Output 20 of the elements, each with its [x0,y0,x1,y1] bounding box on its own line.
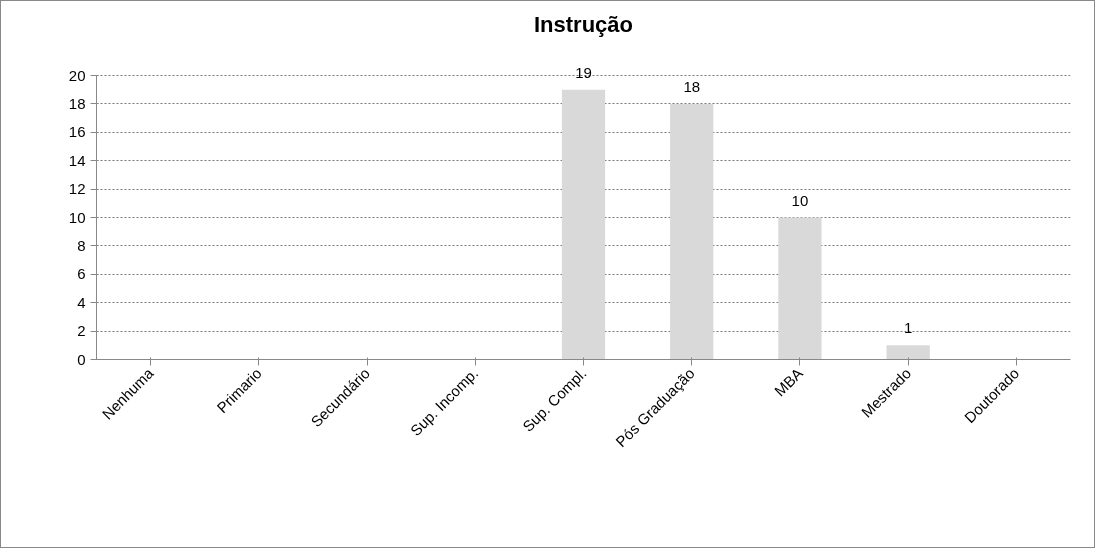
bar [886,345,930,360]
y-tick-label: 14 [68,151,86,169]
data-label: 18 [683,77,701,95]
y-tick-label: 0 [77,350,86,368]
data-label: 19 [575,63,592,81]
data-label: 1 [904,319,913,337]
y-tick-label: 8 [77,236,86,254]
y-tick-label: 10 [68,208,86,226]
chart-title: Instrução [533,11,634,37]
bar [561,89,606,360]
y-tick-label: 12 [68,180,86,198]
data-label: 10 [791,191,809,209]
y-tick-label: 18 [68,94,86,112]
y-tick-label: 20 [68,66,86,84]
y-tick-label: 6 [77,265,86,283]
bar [778,217,822,360]
y-tick-label: 4 [77,293,86,311]
y-tick-label: 2 [77,322,86,340]
y-tick-label: 16 [68,123,86,141]
bar [670,103,714,360]
